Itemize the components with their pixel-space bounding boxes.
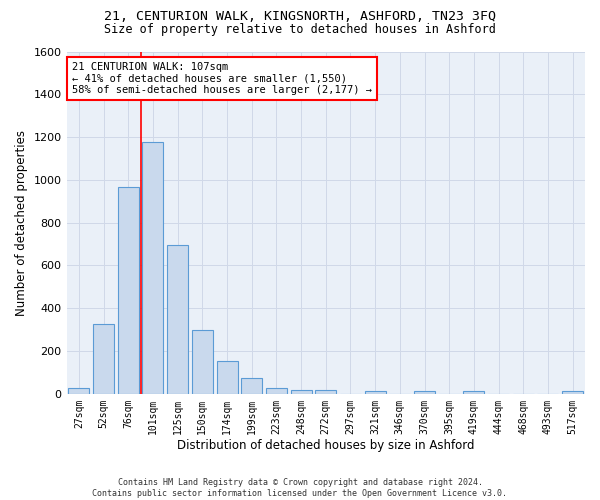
Bar: [315, 390, 336, 394]
Bar: [118, 188, 139, 394]
Text: 21 CENTURION WALK: 107sqm
← 41% of detached houses are smaller (1,550)
58% of se: 21 CENTURION WALK: 107sqm ← 41% of detac…: [72, 62, 372, 95]
Bar: [290, 390, 311, 394]
Bar: [142, 142, 163, 394]
Bar: [266, 388, 287, 394]
Bar: [365, 392, 386, 394]
Bar: [167, 245, 188, 394]
Text: Contains HM Land Registry data © Crown copyright and database right 2024.
Contai: Contains HM Land Registry data © Crown c…: [92, 478, 508, 498]
Bar: [414, 392, 435, 394]
Bar: [463, 392, 484, 394]
Text: 21, CENTURION WALK, KINGSNORTH, ASHFORD, TN23 3FQ: 21, CENTURION WALK, KINGSNORTH, ASHFORD,…: [104, 10, 496, 23]
Y-axis label: Number of detached properties: Number of detached properties: [15, 130, 28, 316]
Bar: [562, 392, 583, 394]
Bar: [192, 330, 213, 394]
Bar: [241, 378, 262, 394]
Bar: [68, 388, 89, 394]
Bar: [217, 360, 238, 394]
Text: Size of property relative to detached houses in Ashford: Size of property relative to detached ho…: [104, 22, 496, 36]
X-axis label: Distribution of detached houses by size in Ashford: Distribution of detached houses by size …: [177, 440, 475, 452]
Bar: [93, 324, 114, 394]
